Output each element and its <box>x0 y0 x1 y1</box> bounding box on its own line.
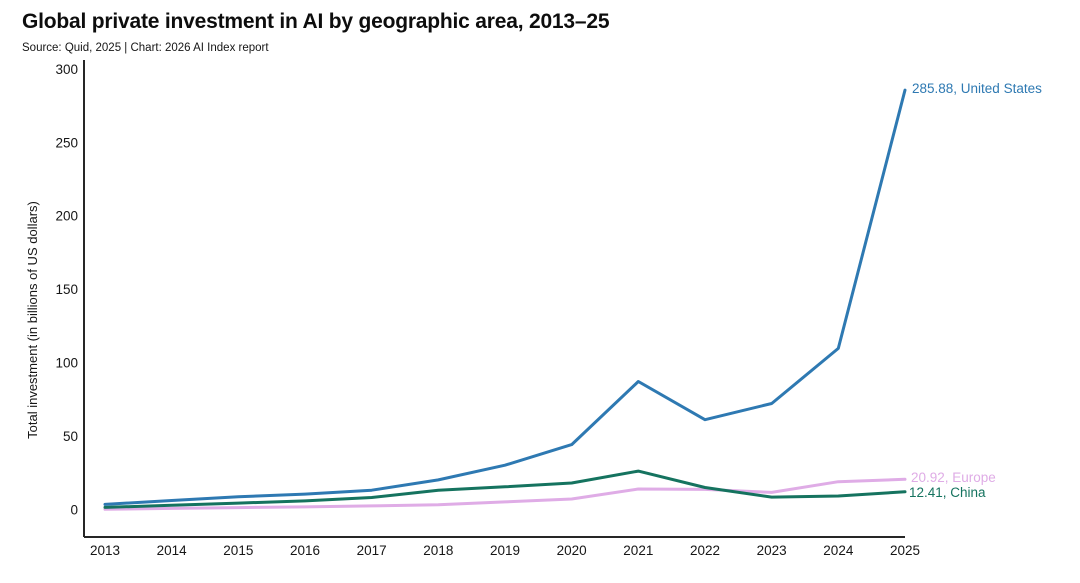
y-tick-label: 200 <box>55 209 78 224</box>
y-axis-tick-labels: 0 50 100 150 200 250 300 <box>55 62 78 518</box>
y-tick-label: 50 <box>63 429 78 444</box>
series-line-china <box>103 469 907 509</box>
y-tick-label: 0 <box>70 503 78 518</box>
x-tick-label: 2014 <box>157 543 188 558</box>
y-tick-label: 250 <box>55 135 78 150</box>
end-label-china: 12.41, China <box>909 485 986 500</box>
x-tick-label: 2021 <box>623 543 653 558</box>
chart-title: Global private investment in AI by geogr… <box>22 10 610 33</box>
x-tick-label: 2023 <box>757 543 787 558</box>
x-tick-label: 2016 <box>290 543 320 558</box>
x-tick-label: 2025 <box>890 543 920 558</box>
series-lines <box>103 88 907 511</box>
y-tick-label: 150 <box>55 282 78 297</box>
y-axis-title-group: Total investment (in billions of US doll… <box>25 201 40 439</box>
y-tick-label: 300 <box>55 62 78 77</box>
end-label-united-states: 285.88, United States <box>912 81 1042 96</box>
y-axis-title: Total investment (in billions of US doll… <box>25 201 40 439</box>
x-axis-tick-labels: 2013 2014 2015 2016 2017 2018 2019 2020 2021 2022… <box>90 543 920 558</box>
chart-source: Source: Quid, 2025 | Chart: 2026 AI Inde… <box>22 42 269 54</box>
y-tick-label: 100 <box>55 356 78 371</box>
series-line-europe <box>103 477 907 511</box>
x-tick-label: 2019 <box>490 543 520 558</box>
x-tick-label: 2024 <box>823 543 854 558</box>
x-tick-label: 2018 <box>423 543 453 558</box>
x-tick-label: 2015 <box>223 543 253 558</box>
axes <box>83 60 905 538</box>
end-label-europe: 20.92, Europe <box>911 470 996 485</box>
x-tick-label: 2022 <box>690 543 720 558</box>
x-tick-label: 2017 <box>357 543 387 558</box>
x-tick-label: 2013 <box>90 543 120 558</box>
x-tick-label: 2020 <box>557 543 587 558</box>
series-line-united-states <box>103 88 907 506</box>
